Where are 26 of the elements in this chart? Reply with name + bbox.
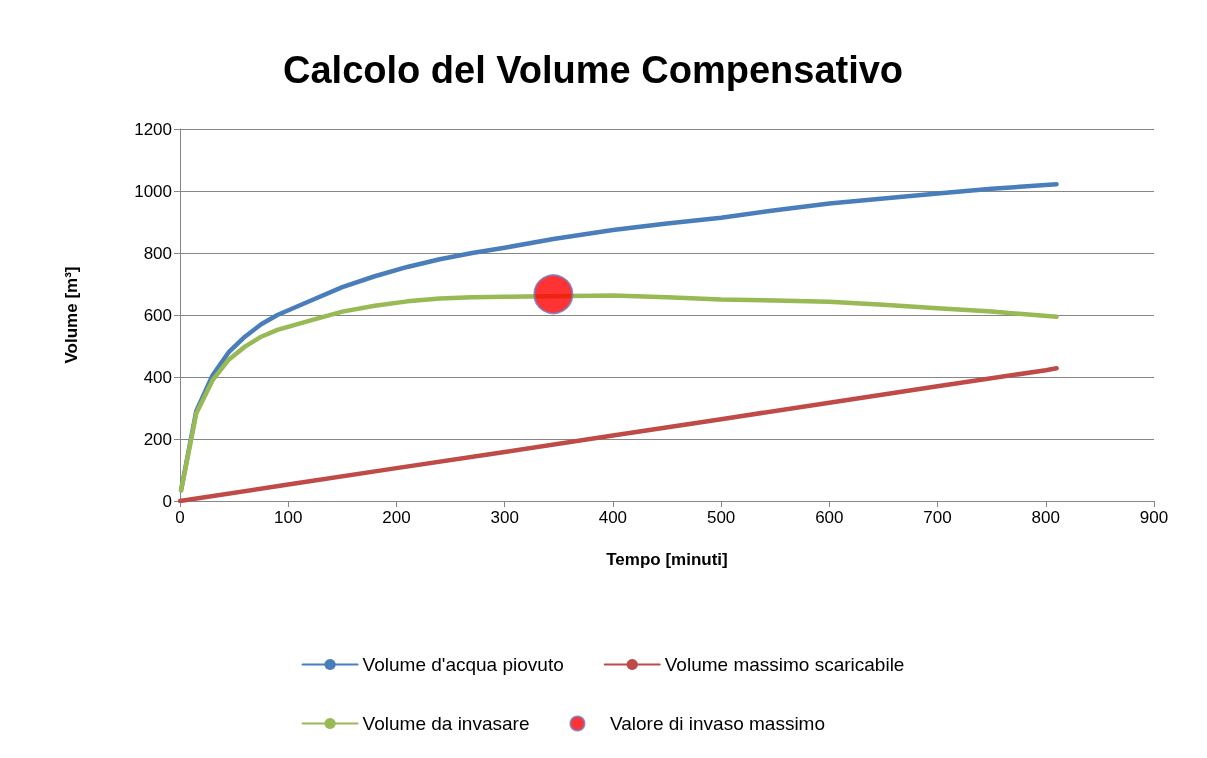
x-axis-title: Tempo [minuti]: [606, 550, 728, 569]
legend-label: Valore di invaso massimo: [609, 713, 826, 734]
y-tick-label: 1000: [134, 181, 172, 201]
y-tick-label: 1200: [134, 119, 172, 139]
x-tick-label: 600: [815, 508, 844, 527]
y-tick-label: 200: [143, 429, 172, 449]
legend-label: Volume d'acqua piovuto: [362, 654, 564, 675]
line-series: [178, 293, 1059, 493]
chart-title: Calcolo del Volume Compensativo: [283, 49, 904, 91]
x-tick-label: 400: [598, 508, 628, 527]
line-series: [177, 366, 1059, 504]
legend-label: Volume da invasare: [362, 713, 530, 734]
y-tick-label: 600: [143, 305, 172, 325]
x-tick-label: 800: [1031, 508, 1060, 527]
y-tick-label: 0: [162, 491, 172, 511]
y-axis-title: Volume [m³]: [62, 266, 81, 364]
x-tick-label: 700: [923, 508, 952, 527]
legend-label: Volume massimo scaricabile: [664, 654, 905, 675]
x-tick-label: 300: [490, 508, 519, 527]
y-tick-label: 400: [143, 367, 172, 387]
x-tick-label: 200: [382, 508, 411, 527]
y-tick-label: 800: [143, 243, 172, 263]
x-tick-label: 0: [175, 508, 185, 527]
x-tick-label: 900: [1139, 508, 1169, 527]
x-tick-label: 500: [706, 508, 736, 527]
x-tick-label: 100: [274, 508, 303, 527]
